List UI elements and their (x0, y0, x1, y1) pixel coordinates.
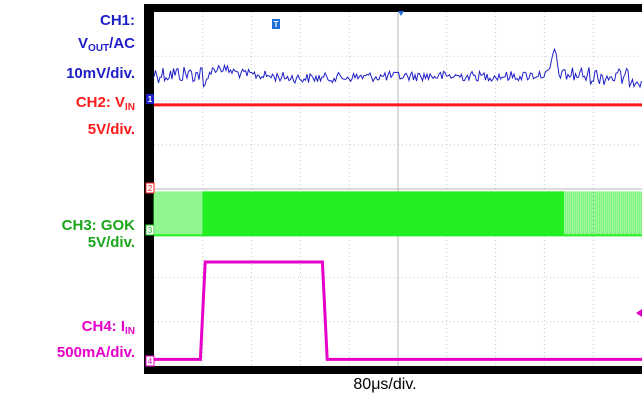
svg-text:T: T (274, 20, 279, 29)
trigger-level-icon (636, 309, 642, 317)
ch2-title: CH2: VIN (75, 94, 135, 113)
traces (153, 47, 642, 361)
ch2-scale: 5V/div. (87, 121, 135, 138)
ch4-label: CH4: IIN 500mA/div. (57, 318, 135, 361)
series-ch3-gok-dense (202, 191, 564, 236)
svg-text:4: 4 (148, 357, 153, 366)
ch1-signal: VOUT/AC (78, 35, 135, 54)
series-ch3-gok-edges (153, 191, 642, 236)
channel-marker-ch1: 1 (146, 94, 154, 104)
trigger-position-icon: T (272, 19, 280, 29)
ch1-label: CH1: VOUT/AC 10mV/div. (66, 12, 135, 82)
ch4-title: CH4: IIN (81, 318, 135, 337)
ch4-scale: 500mA/div. (56, 344, 135, 361)
svg-text:3: 3 (148, 226, 153, 235)
channel-marker-ch4: 4 (145, 355, 155, 367)
ch3-title: CH3: GOK (61, 217, 135, 234)
ch3-scale: 5V/div. (87, 234, 135, 251)
ch3-label: CH3: GOK 5V/div. (62, 217, 135, 251)
x-axis-label: 80μs/div. (353, 376, 417, 393)
svg-text:2: 2 (148, 184, 153, 193)
series-ch4-iin (154, 260, 642, 361)
channel-marker-ch3: 3 (145, 224, 155, 236)
trigger-marker-top (398, 11, 404, 16)
ch2-label: CH2: VIN 5V/div. (76, 94, 135, 138)
svg-text:1: 1 (148, 95, 153, 104)
ch1-title: CH1: (99, 12, 135, 29)
series-ch1-vout-ac (153, 47, 642, 89)
channel-marker-ch2: 2 (145, 182, 155, 194)
ch1-scale: 10mV/div. (66, 65, 135, 82)
